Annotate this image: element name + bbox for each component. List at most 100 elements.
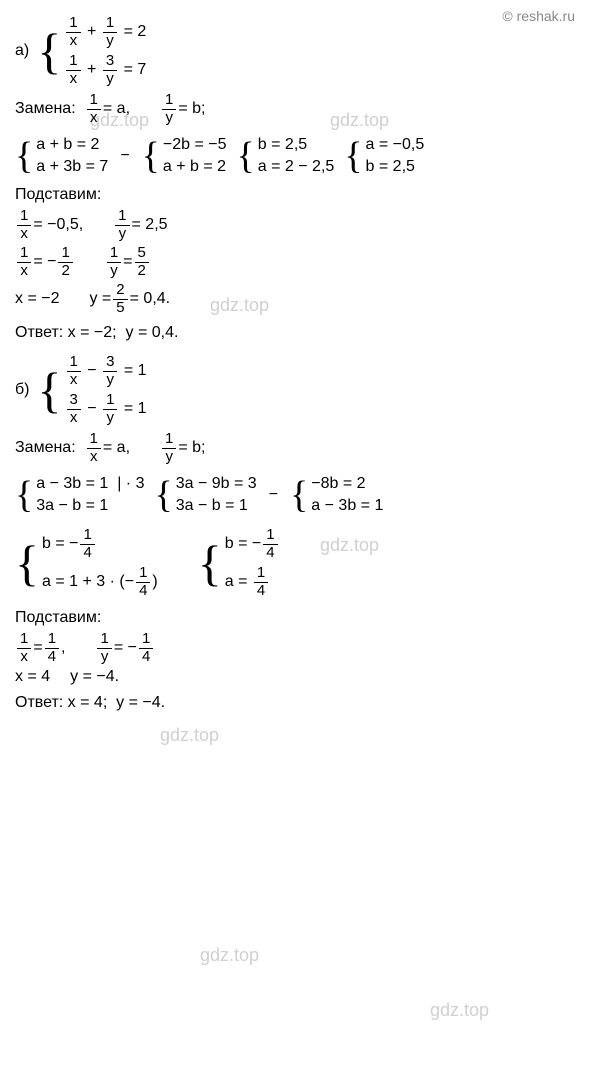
result-y: y = −4. — [70, 668, 119, 686]
answer-b: Ответ: x = 4; y = −4. — [15, 694, 575, 712]
brace-icon: { — [142, 140, 160, 172]
eq-sign: = — [123, 253, 132, 271]
eq: a − 3b = 1 — [311, 497, 383, 515]
minus: − — [87, 400, 96, 417]
brace-icon: { — [15, 140, 33, 172]
frac-den: y — [103, 71, 117, 88]
brace-icon: { — [290, 479, 308, 511]
result-x: x = −2 — [15, 290, 59, 308]
frac-num: 5 — [135, 245, 149, 263]
part-b-system: б) { 1x − 3y = 1 3x − 1y = 1 — [15, 352, 575, 428]
eq: 3a − 9b = 3 — [176, 475, 257, 493]
eq-rhs: = 7 — [124, 61, 147, 78]
eq-rhs: = 1 — [124, 362, 147, 379]
frac-num: 2 — [113, 282, 127, 300]
brace-icon: { — [15, 479, 33, 511]
minus: − — [269, 486, 278, 504]
frac-den: 2 — [58, 263, 72, 280]
watermark: gdz.top — [160, 725, 219, 746]
sub-text: = b; — [178, 100, 205, 118]
watermark: gdz.top — [430, 1000, 489, 1021]
eq-pre: b = − — [42, 535, 78, 552]
frac-num: 1 — [67, 354, 81, 372]
systems-b2: { b = −14 a = 1 + 3 · (−14) { b = −14 a … — [15, 525, 575, 601]
frac-den: 4 — [80, 545, 94, 562]
brace-icon: { — [344, 140, 362, 172]
frac-den: x — [87, 449, 101, 466]
eq: a + b = 2 — [163, 158, 227, 176]
frac-num: 1 — [66, 53, 80, 71]
frac-num: 1 — [103, 392, 117, 410]
sub-text: = b; — [178, 439, 205, 457]
brace-icon: { — [37, 31, 61, 71]
frac-num: 1 — [162, 92, 176, 110]
plus: + — [87, 61, 96, 78]
substitution-b: Замена: 1x = a, 1y = b; — [15, 431, 575, 465]
eq: a + 3b = 7 — [36, 158, 108, 176]
result-y-pre: y = — [89, 290, 111, 308]
frac-num: 1 — [103, 15, 117, 33]
back-sub-label-b: Подставим: — [15, 609, 575, 627]
brace-icon: { — [15, 543, 39, 583]
frac-num: 1 — [107, 245, 121, 263]
frac-den: 4 — [136, 583, 150, 600]
back-sub-label-a: Подставим: — [15, 186, 575, 204]
eq-pre: b = − — [225, 535, 261, 552]
eq: a − 3b = 1 | · 3 — [36, 475, 144, 493]
frac-den: x — [67, 410, 81, 427]
eq-rhs: = 2 — [124, 23, 147, 40]
part-a-label: а) — [15, 42, 29, 60]
back-sub-a2: 1x = − 12 1y = 52 — [15, 245, 575, 279]
eq-sign: = − — [33, 253, 56, 271]
frac-den: y — [116, 226, 130, 243]
frac-num: 1 — [139, 631, 153, 649]
eq: b = 2,5 — [366, 158, 425, 176]
frac-den: 5 — [113, 300, 127, 317]
frac-num: 1 — [115, 208, 129, 226]
minus: − — [120, 147, 129, 165]
eq: a = −0,5 — [366, 136, 425, 154]
result-y-post: = 0,4. — [130, 290, 170, 308]
frac-den: x — [17, 649, 31, 666]
frac-den: x — [17, 263, 31, 280]
systems-b1: {a − 3b = 1 | · 33a − b = 1 {3a − 9b = 3… — [15, 473, 575, 517]
brace-icon: { — [198, 543, 222, 583]
frac-num: 1 — [97, 631, 111, 649]
frac-den: y — [104, 372, 118, 389]
result-b: x = 4 y = −4. — [15, 668, 575, 686]
eq: 3a − b = 1 — [176, 497, 257, 515]
eq-sign: = — [33, 639, 42, 657]
frac-num: 3 — [103, 354, 117, 372]
frac-num: 1 — [66, 15, 80, 33]
paren: ) — [152, 573, 157, 590]
watermark: gdz.top — [200, 945, 259, 966]
eq: −8b = 2 — [311, 475, 383, 493]
frac-den: 4 — [263, 545, 277, 562]
eq: a = 2 − 2,5 — [258, 158, 335, 176]
frac-num: 1 — [87, 431, 101, 449]
frac-den: x — [67, 372, 81, 389]
frac-num: 1 — [136, 565, 150, 583]
frac-den: 4 — [139, 649, 153, 666]
systems-a: {a + b = 2a + 3b = 7 − {−2b = −5a + b = … — [15, 134, 575, 178]
substitution-a: Замена: 1x = a, 1y = b; — [15, 92, 575, 126]
frac-num: 1 — [17, 631, 31, 649]
frac-den: x — [67, 33, 81, 50]
frac-den: y — [98, 649, 112, 666]
minus: − — [87, 362, 96, 379]
frac-den: 4 — [45, 649, 59, 666]
frac-num: 1 — [45, 631, 59, 649]
frac-num: 1 — [254, 565, 268, 583]
frac-num: 1 — [17, 245, 31, 263]
frac-num: 3 — [103, 53, 117, 71]
val: = −0,5, — [33, 216, 83, 234]
brace-icon: { — [237, 140, 255, 172]
sub-label: Замена: — [15, 439, 76, 457]
answer-a: Ответ: x = −2; y = 0,4. — [15, 324, 575, 342]
frac-den: 4 — [254, 583, 268, 600]
eq-sign: = − — [114, 639, 137, 657]
eq: −2b = −5 — [163, 136, 227, 154]
eq-pre: a = — [225, 573, 248, 590]
frac-num: 3 — [67, 392, 81, 410]
frac-den: x — [17, 226, 31, 243]
